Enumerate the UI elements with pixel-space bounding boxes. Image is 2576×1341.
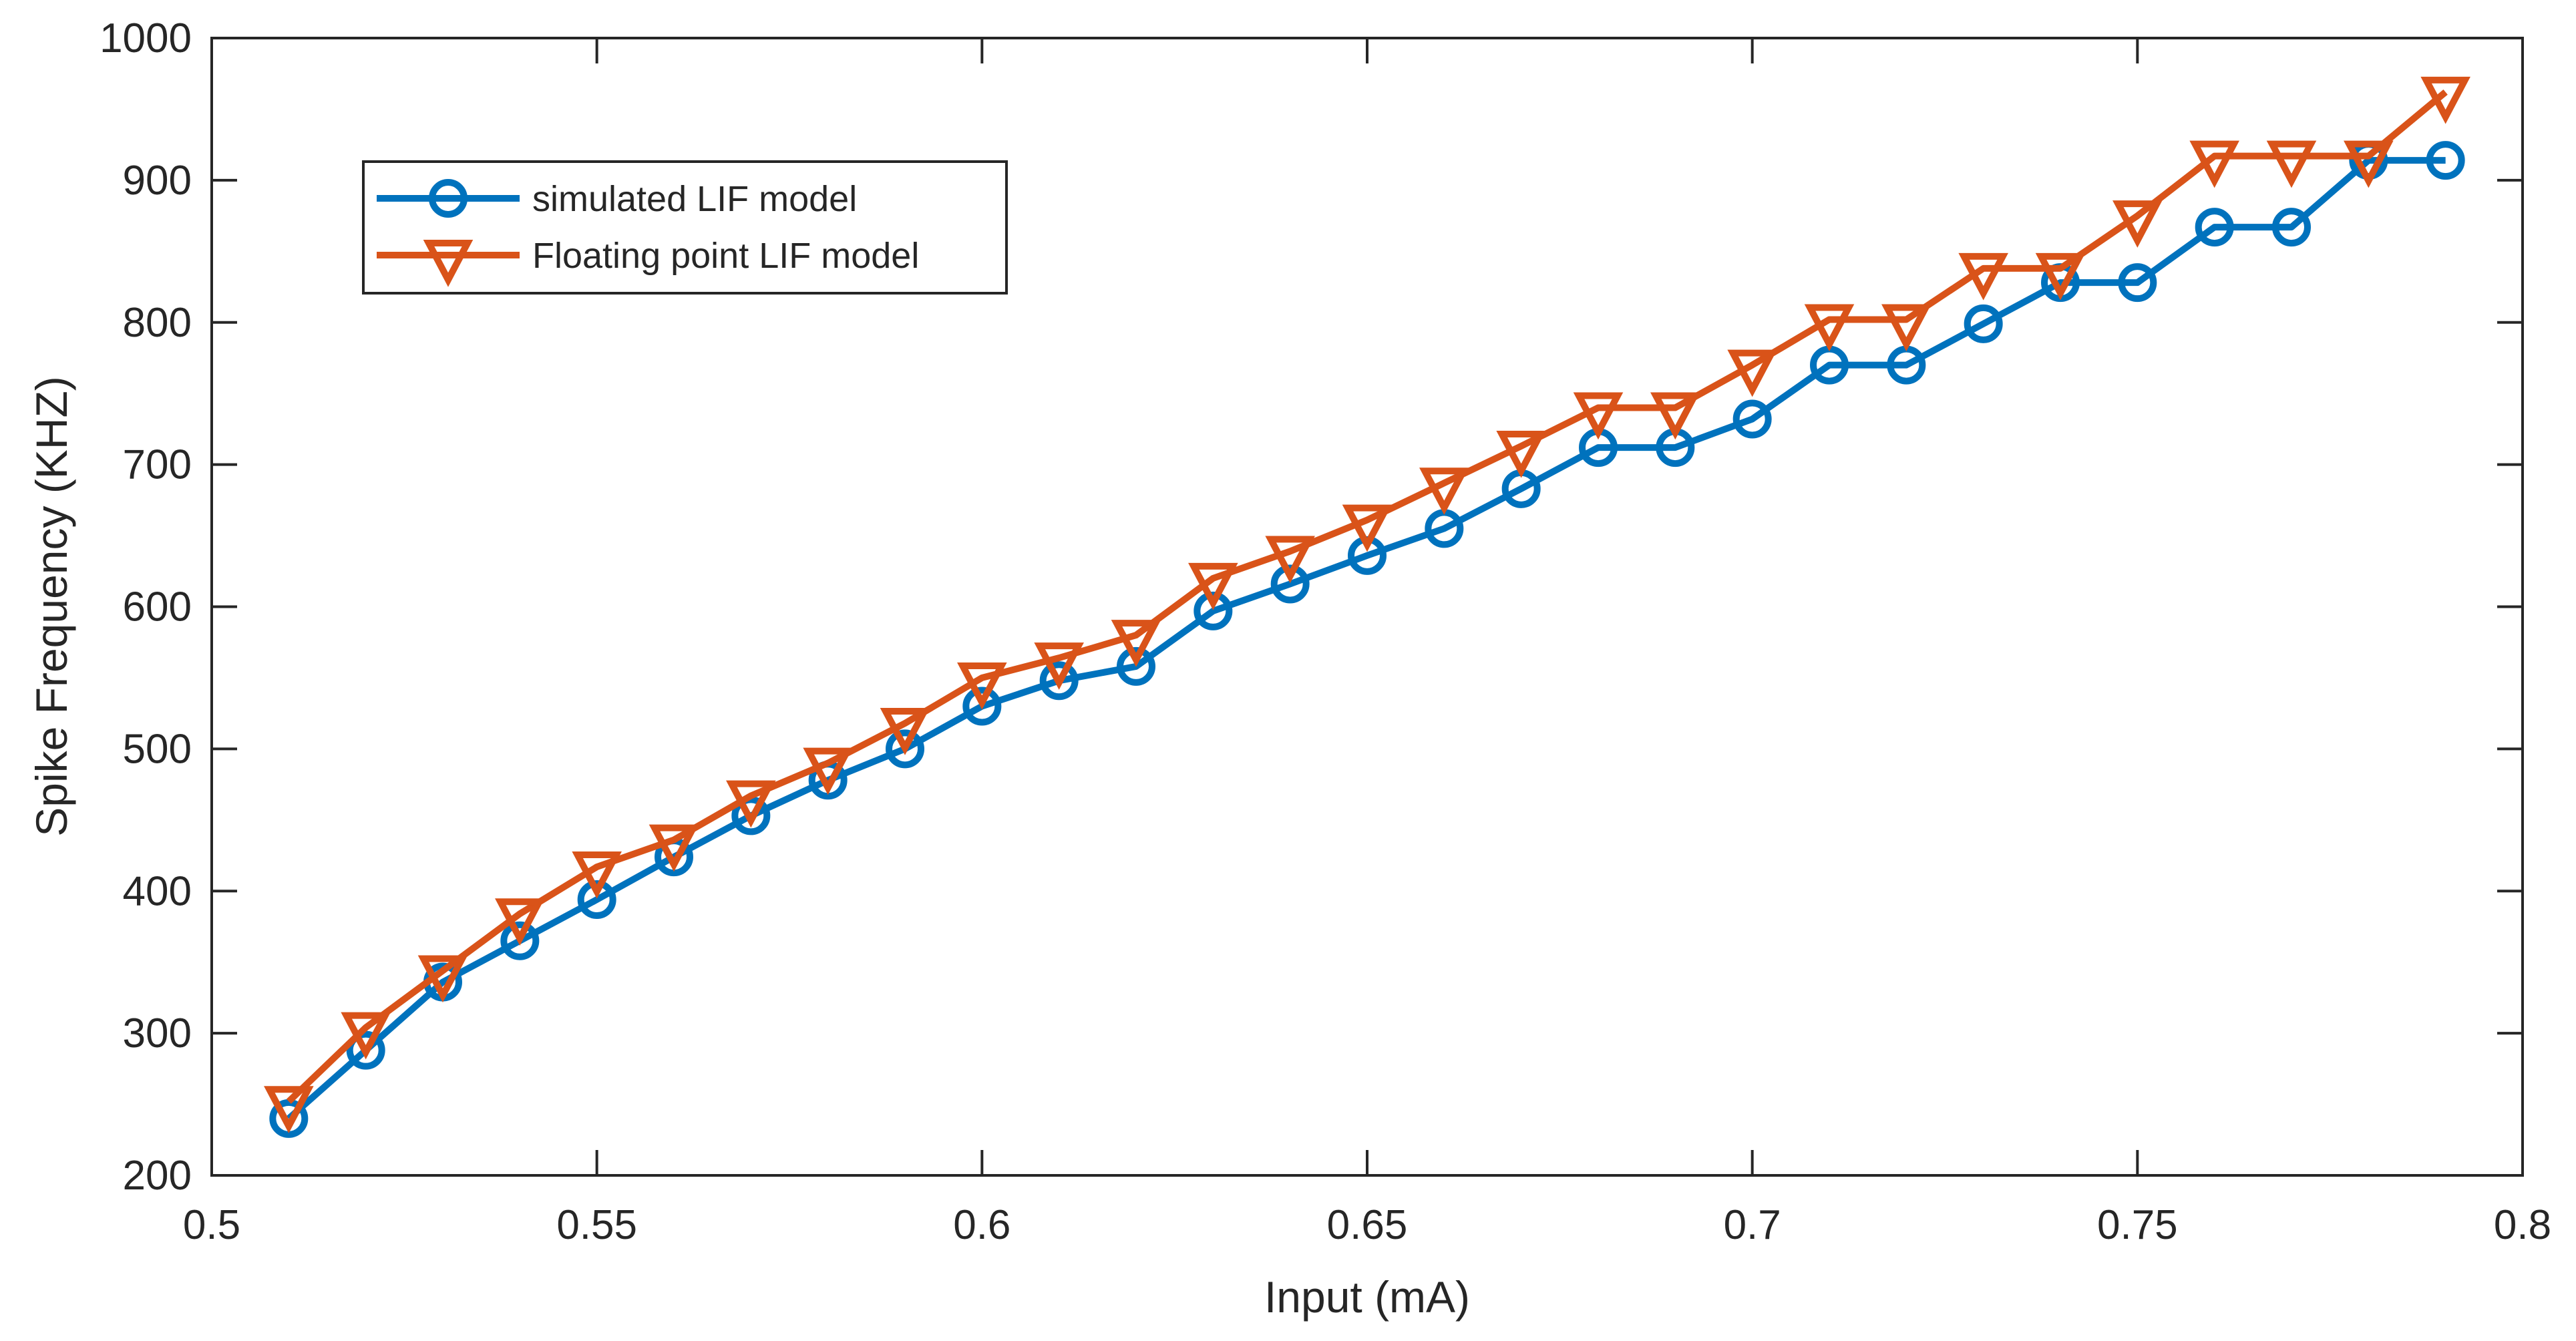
y-axis-label: Spike Frequency (KHZ) xyxy=(27,376,76,837)
x-tick-label: 0.5 xyxy=(183,1202,240,1248)
circle-marker xyxy=(1117,646,1155,686)
legend-box xyxy=(362,160,1008,295)
circle-marker xyxy=(1732,399,1772,439)
circle-marker xyxy=(1193,591,1233,630)
x-tick-label: 0.75 xyxy=(2097,1202,2178,1248)
y-tick-label: 700 xyxy=(123,442,192,488)
circle-marker xyxy=(2426,141,2465,180)
x-tick-label: 0.55 xyxy=(556,1202,637,1248)
triangle-down-marker xyxy=(1650,392,1700,440)
y-tick-label: 1000 xyxy=(100,15,192,61)
triangle-down-marker xyxy=(649,824,699,872)
legend: simulated LIF model Floating point LIF m… xyxy=(362,160,1008,295)
triangle-down-marker xyxy=(1342,504,1393,552)
series-line-simulated xyxy=(287,157,2446,1121)
y-tick-label: 500 xyxy=(123,726,192,772)
triangle-down-marker xyxy=(1188,562,1238,610)
circle-marker xyxy=(1039,661,1079,701)
circle-marker xyxy=(1964,304,2003,343)
triangle-down-marker xyxy=(1573,392,1624,440)
triangle-down-marker xyxy=(2344,140,2394,188)
circle-marker xyxy=(1270,564,1310,604)
circle-marker xyxy=(500,921,540,960)
triangle-down-marker xyxy=(1265,536,1315,584)
x-tick-label: 0.7 xyxy=(1724,1202,1781,1248)
legend-item-floating-point-lif: Floating point LIF model xyxy=(377,236,919,287)
circle-marker xyxy=(577,880,616,920)
y-tick-label: 600 xyxy=(123,584,192,630)
circle-marker xyxy=(2118,263,2157,303)
triangle-down-marker xyxy=(572,851,622,899)
triangle-down-marker xyxy=(1496,430,1546,478)
triangle-down-marker xyxy=(1419,467,1469,516)
triangle-down-marker xyxy=(1034,642,1084,690)
x-axis-label: Input (mA) xyxy=(1264,1272,1470,1322)
triangle-down-marker xyxy=(495,898,545,946)
y-tick-label: 300 xyxy=(123,1010,192,1057)
y-tick-label: 400 xyxy=(123,868,192,914)
triangle-down-marker xyxy=(417,955,468,1003)
y-tick-label: 900 xyxy=(123,158,192,204)
legend-item-simulated-lif: simulated LIF model xyxy=(377,179,857,219)
triangle-down-marker xyxy=(803,747,853,795)
circle-marker xyxy=(269,1099,309,1138)
triangle-down-marker xyxy=(1881,304,1931,352)
triangle-down-marker xyxy=(1804,304,1855,352)
legend-label-floating-point-lif: Floating point LIF model xyxy=(532,236,919,276)
plot-area: 0.5 0.55 0.6 0.65 0.7 0.75 0.8 200 300 400 500 600 7… xyxy=(100,15,2551,1248)
circle-marker xyxy=(2272,208,2311,247)
x-tick-label: 0.8 xyxy=(2494,1202,2551,1248)
circle-marker xyxy=(731,796,771,835)
triangle-down-marker xyxy=(2420,76,2470,124)
triangle-down-marker xyxy=(2112,200,2163,248)
y-tick-label: 800 xyxy=(123,300,192,346)
triangle-down-marker xyxy=(1958,252,2008,301)
circle-marker xyxy=(886,729,924,769)
triangle-down-marker xyxy=(341,1012,391,1060)
triangle-down-marker xyxy=(1727,349,1777,397)
triangle-down-marker xyxy=(2035,252,2086,301)
triangle-down-marker xyxy=(264,1086,314,1134)
circle-marker xyxy=(2195,208,2234,247)
legend-circle-marker-icon xyxy=(429,179,468,218)
triangle-down-marker xyxy=(2189,140,2239,188)
y-tick-label: 200 xyxy=(123,1153,192,1199)
legend-triangle-down-marker-icon xyxy=(423,240,474,287)
circle-marker xyxy=(346,1030,385,1070)
triangle-down-marker xyxy=(1111,620,1161,667)
legend-label-simulated-lif: simulated LIF model xyxy=(532,179,857,219)
triangle-down-marker xyxy=(957,662,1007,710)
x-tick-label: 0.65 xyxy=(1327,1202,1408,1248)
triangle-down-marker xyxy=(2266,140,2317,188)
series-line-floating-point xyxy=(286,89,2448,1104)
triangle-down-marker xyxy=(880,708,930,755)
circle-marker xyxy=(962,687,1002,726)
triangle-down-marker xyxy=(726,780,776,828)
x-tick-label: 0.6 xyxy=(953,1202,1010,1248)
